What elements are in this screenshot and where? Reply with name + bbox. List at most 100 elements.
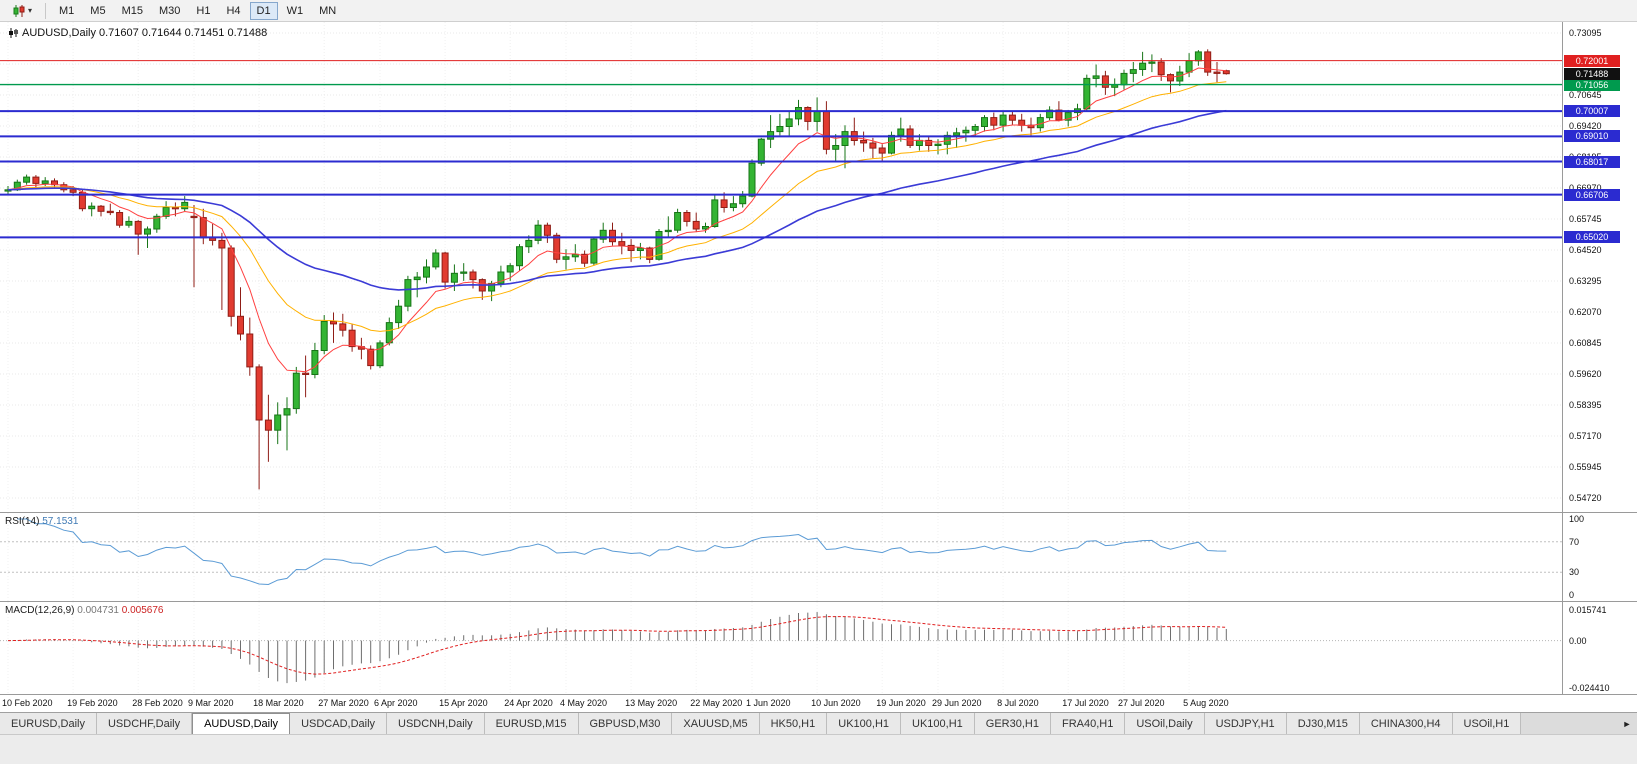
chart-tab[interactable]: GBPUSD,M30 — [578, 713, 673, 734]
date-label: 27 Jul 2020 — [1118, 698, 1165, 708]
rsi-level-label: 100 — [1569, 514, 1585, 524]
date-label: 24 Apr 2020 — [504, 698, 553, 708]
macd-level-label: 0.00 — [1569, 635, 1587, 646]
rsi-level-label: 0 — [1569, 590, 1575, 600]
candlestick-chart-icon — [13, 4, 25, 17]
price-tick-label: 0.62070 — [1569, 307, 1602, 317]
timeframe-button-m30[interactable]: M30 — [152, 2, 187, 20]
timeframe-button-group: M1 M5 M15 M30 H1 H4 D1 W1 MN — [51, 1, 344, 20]
chart-tab[interactable]: USOil,H1 — [1452, 713, 1522, 734]
panel-separator[interactable] — [0, 512, 1637, 513]
macd-level-label: -0.024410 — [1569, 683, 1610, 693]
date-label: 17 Jul 2020 — [1062, 698, 1109, 708]
chart-tab[interactable]: UK100,H1 — [827, 713, 902, 734]
tab-scroll-right-button[interactable]: ► — [1619, 716, 1635, 732]
timeframe-button-w1[interactable]: W1 — [280, 2, 311, 20]
chart-tab[interactable]: USDJPY,H1 — [1204, 713, 1287, 734]
chart-tab[interactable]: FRA40,H1 — [1050, 713, 1126, 734]
timeframe-toolbar: ▾ M1 M5 M15 M30 H1 H4 D1 W1 MN — [0, 0, 1637, 22]
chart-tab[interactable]: EURUSD,Daily — [0, 713, 97, 734]
current-price-label: 0.71488 — [1564, 67, 1620, 80]
hline-price-label: 0.72001 — [1564, 54, 1620, 67]
price-tick-label: 0.55945 — [1569, 462, 1602, 472]
chart-window-icon — [9, 28, 18, 38]
chart-area[interactable]: AUDUSD,Daily 0.71607 0.71644 0.71451 0.7… — [0, 22, 1637, 712]
chart-tab[interactable]: DJ30,M15 — [1286, 713, 1360, 734]
date-label: 10 Jun 2020 — [811, 698, 861, 708]
macd-signal-value: 0.005676 — [121, 605, 164, 616]
hline-price-label: 0.65020 — [1564, 231, 1620, 244]
price-tick-label: 0.73095 — [1569, 28, 1602, 38]
price-tick-label: 0.64520 — [1569, 245, 1602, 255]
price-tick-label: 0.66970 — [1569, 183, 1602, 193]
price-axis[interactable]: 0.730950.718700.706450.694200.681950.669… — [1562, 22, 1637, 695]
date-label: 6 Apr 2020 — [374, 698, 418, 708]
chart-tab[interactable]: CHINA300,H4 — [1359, 713, 1453, 734]
rsi-canvas[interactable] — [0, 513, 1562, 601]
date-label: 28 Feb 2020 — [132, 698, 183, 708]
date-label: 29 Jun 2020 — [932, 698, 982, 708]
price-tick-label: 0.57170 — [1569, 431, 1602, 441]
chart-tab[interactable]: USDCHF,Daily — [96, 713, 193, 734]
rsi-level-label: 30 — [1569, 567, 1580, 578]
rsi-value: 57.1531 — [42, 516, 79, 527]
chart-tab[interactable]: USDCNH,Daily — [387, 713, 485, 734]
toolbar-separator — [45, 2, 47, 19]
date-label: 19 Feb 2020 — [67, 698, 118, 708]
date-label: 15 Apr 2020 — [439, 698, 488, 708]
timeframe-button-mn[interactable]: MN — [312, 2, 343, 20]
price-tick-label: 0.63295 — [1569, 276, 1602, 286]
panel-separator[interactable] — [0, 601, 1637, 602]
price-tick-label: 0.70645 — [1569, 90, 1602, 100]
date-label: 13 May 2020 — [625, 698, 678, 708]
date-label: 18 Mar 2020 — [253, 698, 304, 708]
price-tick-label: 0.60845 — [1569, 338, 1602, 348]
time-axis[interactable]: 10 Feb 2020 19 Feb 2020 28 Feb 2020 9 Mar 2… — [0, 695, 1637, 712]
chart-tab[interactable]: UK100,H1 — [901, 713, 975, 734]
date-label: 8 Jul 2020 — [997, 698, 1039, 708]
timeframe-button-d1[interactable]: D1 — [249, 2, 278, 20]
chart-title: AUDUSD,Daily 0.71607 0.71644 0.71451 0.7… — [8, 27, 267, 39]
rsi-label: RSI(14) 57.1531 — [5, 516, 78, 527]
macd-level-label: 0.015741 — [1569, 605, 1607, 615]
chart-tab[interactable]: EURUSD,M15 — [484, 713, 579, 734]
rsi-name: RSI(14) — [5, 516, 40, 527]
date-label: 1 Jun 2020 — [746, 698, 791, 708]
macd-canvas[interactable] — [0, 602, 1562, 694]
hline-price-label: 0.71056 — [1564, 78, 1620, 91]
price-tick-label: 0.59620 — [1569, 369, 1602, 379]
chart-tab[interactable]: AUDUSD,Daily — [192, 713, 291, 734]
chart-tab[interactable]: GER30,H1 — [974, 713, 1051, 734]
hline-price-label: 0.68017 — [1564, 155, 1620, 168]
timeframe-button-m1[interactable]: M1 — [52, 2, 81, 20]
dropdown-caret-icon: ▾ — [28, 5, 33, 15]
timeframe-button-h4[interactable]: H4 — [219, 2, 247, 20]
price-chart-canvas[interactable] — [0, 22, 1562, 512]
chart-tabs-bar: EURUSD,Daily USDCHF,Daily AUDUSD,Daily USDC… — [0, 712, 1637, 734]
hline-price-label: 0.70007 — [1564, 105, 1620, 118]
timeframe-button-h1[interactable]: H1 — [189, 2, 217, 20]
macd-name: MACD(12,26,9) — [5, 605, 75, 616]
chart-tab[interactable]: XAUUSD,M5 — [672, 713, 760, 734]
chart-type-button[interactable]: ▾ — [5, 2, 39, 20]
date-label: 9 Mar 2020 — [188, 698, 234, 708]
chart-tab[interactable]: HK50,H1 — [759, 713, 828, 734]
hline-price-label: 0.69010 — [1564, 130, 1620, 143]
macd-main-value: 0.004731 — [77, 605, 119, 616]
date-label: 5 Aug 2020 — [1183, 698, 1229, 708]
hline-price-label: 0.66706 — [1564, 188, 1620, 201]
price-tick-label: 0.69420 — [1569, 121, 1602, 131]
timeframe-button-m15[interactable]: M15 — [115, 2, 150, 20]
price-tick-label: 0.54720 — [1569, 493, 1602, 503]
date-label: 19 Jun 2020 — [876, 698, 926, 708]
chart-tab[interactable]: USDCAD,Daily — [290, 713, 388, 734]
timeframe-button-m5[interactable]: M5 — [83, 2, 112, 20]
macd-label: MACD(12,26,9) 0.004731 0.005676 — [5, 605, 163, 616]
price-tick-label: 0.58395 — [1569, 400, 1602, 410]
date-label: 22 May 2020 — [690, 698, 743, 708]
chart-tab[interactable]: USOil,Daily — [1125, 713, 1205, 734]
date-label: 27 Mar 2020 — [318, 698, 369, 708]
rsi-level-label: 70 — [1569, 536, 1580, 547]
chart-tabs: EURUSD,Daily USDCHF,Daily AUDUSD,Daily USDC… — [0, 713, 1522, 734]
